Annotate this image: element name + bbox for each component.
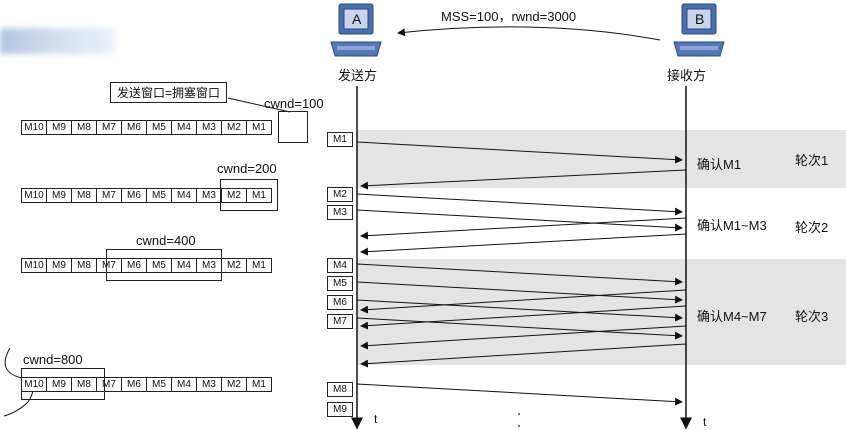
packet-cell: M1 <box>246 377 272 392</box>
packet-row-4: M10 M9 M8 M7 M6 M5 M4 M3 M2 M1 <box>21 377 272 392</box>
segment-m5: M5 <box>327 276 353 291</box>
packet-cell: M10 <box>21 258 47 273</box>
receiver-label: 接收方 <box>667 68 707 83</box>
packet-cell: M9 <box>46 120 72 135</box>
packet-cell: M6 <box>121 377 147 392</box>
segment-m2: M2 <box>327 187 353 202</box>
segment-m6: M6 <box>327 295 353 310</box>
packet-cell: M3 <box>196 120 222 135</box>
packet-cell: M1 <box>246 258 272 273</box>
cwnd-label-1: cwnd=100 <box>264 96 324 111</box>
packet-cell: M5 <box>146 120 172 135</box>
round-label-3: 轮次3 <box>795 309 829 324</box>
round-3-band <box>357 259 846 365</box>
segment-m8: M8 <box>327 382 353 397</box>
congestion-window-4 <box>21 368 105 400</box>
packet-cell: M10 <box>21 120 47 135</box>
packet-cell: M6 <box>121 188 147 203</box>
packet-cell: M8 <box>71 120 97 135</box>
packet-cell: M6 <box>121 120 147 135</box>
sender-label: 发送方 <box>338 68 378 83</box>
packet-row-3: M10 M9 M8 M7 M6 M5 M4 M3 M2 M1 <box>21 258 272 273</box>
packet-cell: M10 <box>21 188 47 203</box>
cwnd-label-2: cwnd=200 <box>217 161 277 176</box>
window-note: 发送窗口=拥塞窗口 <box>110 82 228 103</box>
packet-cell: M1 <box>246 188 272 203</box>
packet-cell: M5 <box>146 377 172 392</box>
cwnd-label-3: cwnd=400 <box>136 233 196 248</box>
packet-cell: M4 <box>171 377 197 392</box>
segment-m1: M1 <box>327 132 353 147</box>
ack-label-1: 确认M1 <box>697 157 742 172</box>
segment-m4: M4 <box>327 258 353 273</box>
packet-row-1: M10 M9 M8 M7 M6 M5 M4 M3 M2 M1 <box>21 120 272 135</box>
receiver-computer-icon: B <box>670 2 730 62</box>
packet-cell: M4 <box>171 120 197 135</box>
round-label-1: 轮次1 <box>795 153 829 168</box>
packet-cell: M9 <box>46 258 72 273</box>
segment-m7: M7 <box>327 314 353 329</box>
cwnd-label-4: cwnd=800 <box>23 352 83 367</box>
packet-cell: M8 <box>71 188 97 203</box>
congestion-window-3 <box>106 249 222 281</box>
packet-cell: M7 <box>96 188 122 203</box>
receiver-time-label: t <box>703 415 707 429</box>
packet-cell: M2 <box>221 258 247 273</box>
packet-cell: M5 <box>146 188 172 203</box>
blurred-logo <box>0 28 115 54</box>
packet-cell: M3 <box>196 188 222 203</box>
packet-row-2: M10 M9 M8 M7 M6 M5 M4 M3 M2 M1 <box>21 188 272 203</box>
sender-time-label: t <box>374 412 378 426</box>
congestion-window-2 <box>220 179 278 211</box>
round-label-2: 轮次2 <box>795 220 829 235</box>
segment-m9: M9 <box>327 402 353 417</box>
ack-label-3: 确认M4~M7 <box>697 309 767 324</box>
packet-cell: M7 <box>96 120 122 135</box>
packet-cell: M8 <box>71 258 97 273</box>
packet-cell: M2 <box>221 120 247 135</box>
segment-m3: M3 <box>327 205 353 220</box>
packet-cell: M2 <box>221 377 247 392</box>
round-1-band <box>357 130 846 188</box>
congestion-window-1 <box>278 111 308 143</box>
packet-cell: M4 <box>171 188 197 203</box>
packet-cell: M3 <box>196 377 222 392</box>
sender-computer-icon: A <box>327 2 387 62</box>
ack-label-2: 确认M1~M3 <box>697 218 767 233</box>
packet-cell: M1 <box>246 120 272 135</box>
packet-cell: M9 <box>46 188 72 203</box>
receiver-letter: B <box>695 11 705 27</box>
sender-letter: A <box>352 11 362 27</box>
top-message: MSS=100，rwnd=3000 <box>441 9 577 24</box>
